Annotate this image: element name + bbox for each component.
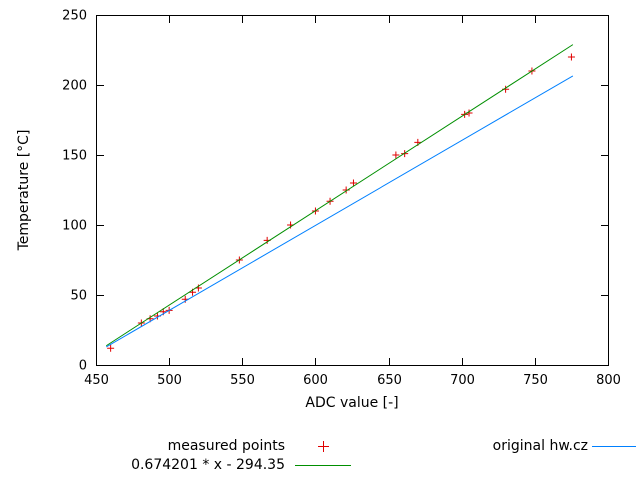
legend-entry-fit: 0.674201 * x - 294.35 [100,456,361,474]
x-tick-label: 700 [450,373,475,388]
legend-label-fit: 0.674201 * x - 294.35 [131,457,285,473]
legend-label-original: original hw.cz [492,438,588,454]
x-tick-label: 550 [230,373,255,388]
fit-line-swatch-icon [295,464,351,466]
legend-swatch-box [285,464,361,466]
measured-points-plus-icon [317,440,329,452]
series-line-2 [105,75,574,348]
legend-swatch-box [285,440,361,453]
data-point [567,53,575,61]
y-tick-label: 150 [62,149,87,164]
data-point [392,151,400,159]
series-line-1 [105,44,574,347]
data-point [349,179,357,187]
x-tick-label: 650 [377,373,402,388]
x-tick-label: 600 [303,373,328,388]
legend-label-measured: measured points [167,438,285,454]
original-line-swatch-icon [592,445,636,447]
legend-swatch-box [588,445,640,447]
y-tick-label: 250 [62,9,87,24]
y-axis-title: Temperature [°C] [16,129,32,251]
x-tick-label: 800 [596,373,621,388]
x-tick-label: 500 [157,373,182,388]
y-tick-label: 0 [79,359,87,374]
y-tick-label: 100 [62,219,87,234]
legend-entry-measured: measured points [100,437,361,455]
legend-entry-original: original hw.cz [440,437,640,455]
plot-border [96,15,609,366]
x-axis-title: ADC value [-] [305,395,399,411]
y-tick-label: 50 [70,289,87,304]
x-tick-label: 750 [523,373,548,388]
y-tick-label: 200 [62,79,87,94]
data-point [107,344,115,352]
x-tick-label: 450 [84,373,109,388]
